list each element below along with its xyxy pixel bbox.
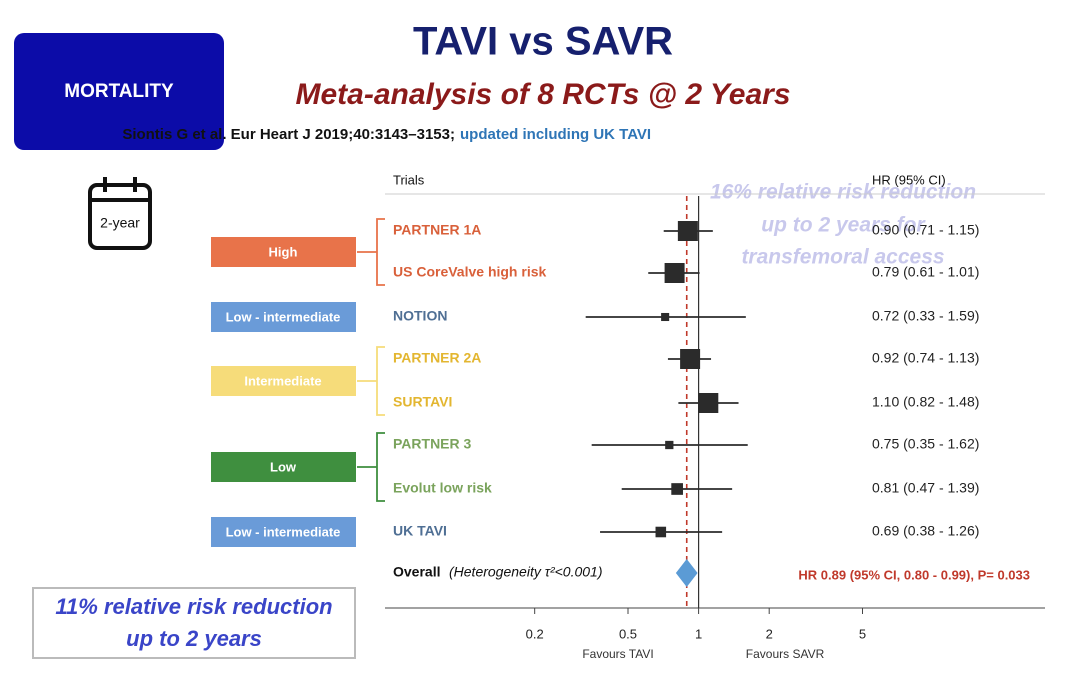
x-axis-label: Favours SAVR <box>746 647 825 661</box>
group-label: Intermediate <box>244 373 321 388</box>
overall-diamond <box>675 559 698 587</box>
point-estimate <box>665 440 674 450</box>
group-box <box>211 452 356 482</box>
trial-name: PARTNER 3 <box>393 436 472 452</box>
hr-label: 0.79 (0.61 - 1.01) <box>872 264 979 280</box>
column-header: HR (95% CI) <box>872 172 946 187</box>
trial-name: UK TAVI <box>393 523 447 539</box>
hr-label: 0.75 (0.35 - 1.62) <box>872 436 979 452</box>
source-note: updated including UK TAVI <box>460 126 651 143</box>
calendar-icon <box>88 177 152 250</box>
point-estimate <box>671 483 683 495</box>
column-header: Trials <box>393 172 425 187</box>
group-label: Low <box>270 459 297 474</box>
hr-label: 0.69 (0.38 - 1.26) <box>872 523 979 539</box>
point-estimate <box>655 526 667 538</box>
hr-label: 0.81 (0.47 - 1.39) <box>872 480 979 496</box>
hr-label: 1.10 (0.82 - 1.48) <box>872 394 979 410</box>
ghost-overlay: 16% relative risk reduction up to 2 year… <box>710 181 976 269</box>
point-estimate <box>677 221 698 241</box>
callout-line: 11% relative risk reduction <box>55 594 332 619</box>
ghost-line: transfemoral access <box>741 246 944 269</box>
group-bracket <box>357 346 385 416</box>
source: Siontis G et al. Eur Heart J 2019;40:314… <box>122 126 455 143</box>
group-box <box>211 366 356 396</box>
badge-box <box>14 33 224 150</box>
point-estimate <box>680 349 701 369</box>
group-label: High <box>269 244 298 259</box>
overall-value-label: HR 0.89 (95% CI, 0.80 - 0.99), P= 0.033 <box>798 567 1030 582</box>
trial-name: NOTION <box>393 308 447 324</box>
trial-name: SURTAVI <box>393 394 452 410</box>
trial-name: PARTNER 1A <box>393 222 481 238</box>
group-bracket <box>357 432 385 502</box>
hr-label: 0.92 (0.74 - 1.13) <box>872 350 979 366</box>
hr-label: 0.90 (0.71 - 1.15) <box>872 222 979 238</box>
ghost-line: up to 2 years for <box>761 214 926 237</box>
callout-box <box>32 587 356 659</box>
x-tick-label: 5 <box>859 626 866 641</box>
badge-text: MORTALITY <box>64 81 174 102</box>
hr-label: 0.72 (0.33 - 1.59) <box>872 308 979 324</box>
ghost-line: 16% relative risk reduction <box>710 181 976 204</box>
group-bracket <box>357 218 385 286</box>
overall-note: (Heterogeneity τ²<0.001) <box>449 564 603 580</box>
overall-label: Overall <box>393 564 440 580</box>
x-tick-label: 0.5 <box>619 626 637 641</box>
x-tick-label: 2 <box>766 626 773 641</box>
group-label: Low - intermediate <box>226 309 341 324</box>
trial-name: US CoreValve high risk <box>393 264 546 280</box>
group-box <box>211 302 356 332</box>
calendar-label: 2-year <box>100 215 140 231</box>
chart-subtitle: Meta-analysis of 8 RCTs @ 2 Years <box>295 78 790 111</box>
trial-name: Evolut low risk <box>393 480 492 496</box>
x-axis-label: Favours TAVI <box>582 647 653 661</box>
point-estimate <box>661 312 670 322</box>
x-tick-label: 0.2 <box>526 626 544 641</box>
x-tick-label: 1 <box>695 626 702 641</box>
point-estimate <box>698 393 719 413</box>
group-box <box>211 517 356 547</box>
trial-name: PARTNER 2A <box>393 350 481 366</box>
group-box <box>211 237 356 267</box>
chart-title: TAVI vs SAVR <box>413 20 673 64</box>
group-label: Low - intermediate <box>226 524 341 539</box>
point-estimate <box>664 263 685 283</box>
callout-line: up to 2 years <box>126 626 262 651</box>
